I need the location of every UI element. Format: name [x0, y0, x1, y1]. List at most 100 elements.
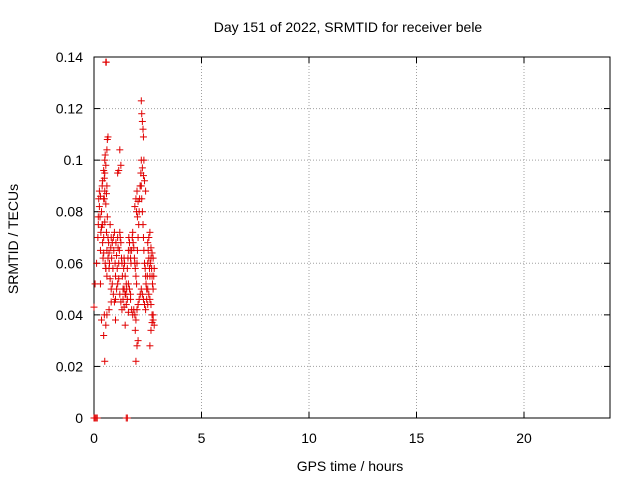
- data-point: [100, 195, 108, 203]
- data-point: [114, 280, 122, 288]
- data-point: [117, 161, 125, 169]
- data-point: [102, 321, 110, 329]
- data-point: [98, 208, 106, 216]
- data-point: [121, 259, 129, 267]
- data-point: [138, 290, 146, 298]
- data-point: [98, 316, 106, 324]
- data-point: [101, 357, 109, 365]
- data-point: [139, 221, 147, 229]
- data-point: [109, 290, 117, 298]
- data-point: [93, 259, 101, 267]
- data-point: [145, 234, 153, 241]
- data-point: [102, 228, 110, 236]
- data-point: [134, 337, 142, 345]
- data-point: [146, 342, 154, 350]
- data-point: [131, 311, 139, 319]
- data-point: [129, 228, 137, 236]
- data-point: [121, 321, 129, 329]
- data-point: [117, 239, 125, 247]
- x-tick-label: 10: [301, 430, 317, 446]
- data-point: [101, 218, 109, 226]
- data-point: [102, 200, 110, 208]
- data-point: [113, 264, 121, 272]
- data-point: [112, 316, 119, 324]
- data-point: [116, 234, 124, 241]
- data-point: [94, 213, 102, 221]
- data-point: [133, 342, 141, 350]
- data-point: [133, 208, 141, 216]
- data-point: [139, 125, 147, 133]
- data-point: [100, 174, 108, 182]
- data-point: [100, 249, 108, 257]
- data-point: [133, 246, 141, 254]
- data-point: [141, 177, 149, 185]
- x-tick-label: 20: [516, 430, 532, 446]
- data-point: [150, 272, 158, 280]
- plot-frame: [93, 56, 611, 419]
- data-point: [125, 285, 133, 293]
- y-tick-label: 0: [75, 410, 83, 426]
- y-tick-label: 0.14: [56, 49, 83, 65]
- data-point: [106, 221, 114, 229]
- data-point: [113, 285, 121, 293]
- data-point: [121, 272, 129, 280]
- data-point: [112, 295, 119, 303]
- data-point: [136, 182, 144, 190]
- data-point: [148, 319, 156, 327]
- data-point: [131, 326, 139, 334]
- data-point: [148, 249, 156, 257]
- data-point: [133, 280, 141, 288]
- data-point: [104, 254, 112, 262]
- data-point: [103, 182, 111, 190]
- data-point: [102, 161, 110, 169]
- data-point: [132, 357, 140, 365]
- data-point: [137, 156, 145, 164]
- data-point: [102, 58, 110, 66]
- data-point: [142, 280, 150, 288]
- data-point: [99, 239, 107, 247]
- data-point: [107, 298, 115, 306]
- data-point: [132, 316, 140, 324]
- data-point: [145, 290, 153, 298]
- data-point: [123, 414, 131, 422]
- data-point: [115, 166, 123, 174]
- data-points: [90, 58, 158, 422]
- data-point: [137, 285, 145, 293]
- chart-title: Day 151 of 2022, SRMTID for receiver bel…: [214, 19, 483, 35]
- data-point: [133, 306, 141, 314]
- data-point: [120, 303, 128, 311]
- data-point: [133, 187, 141, 195]
- data-point: [127, 290, 135, 298]
- data-point: [138, 164, 146, 172]
- x-tick-label: 0: [90, 430, 98, 446]
- y-tick-label: 0.12: [56, 101, 83, 117]
- data-point: [146, 295, 154, 303]
- data-point: [146, 228, 154, 236]
- y-tick-label: 0.08: [56, 204, 83, 220]
- data-point: [148, 280, 156, 288]
- data-point: [104, 133, 112, 141]
- data-point: [105, 306, 113, 314]
- data-point: [95, 203, 103, 211]
- data-point: [144, 285, 152, 293]
- data-point: [138, 117, 146, 125]
- data-point: [124, 308, 132, 316]
- data-point: [137, 97, 145, 105]
- data-point: [142, 306, 150, 314]
- data-point: [96, 280, 104, 288]
- axis-ticks: 0 5 10 15 20 0 0.02 0.04 0.06 0.08 0.1 0.12 0.14: [56, 49, 610, 446]
- data-point: [115, 275, 123, 283]
- grid: [94, 57, 610, 418]
- data-point: [133, 213, 141, 221]
- x-tick-label: 15: [409, 430, 425, 446]
- x-axis-label: GPS time / hours: [297, 458, 404, 474]
- data-point: [129, 239, 137, 247]
- data-point: [138, 110, 146, 118]
- data-point: [150, 264, 158, 272]
- data-point: [115, 246, 123, 254]
- data-point: [139, 172, 147, 180]
- x-tick-label: 5: [198, 430, 206, 446]
- data-point: [147, 244, 155, 252]
- y-tick-label: 0.1: [64, 152, 84, 168]
